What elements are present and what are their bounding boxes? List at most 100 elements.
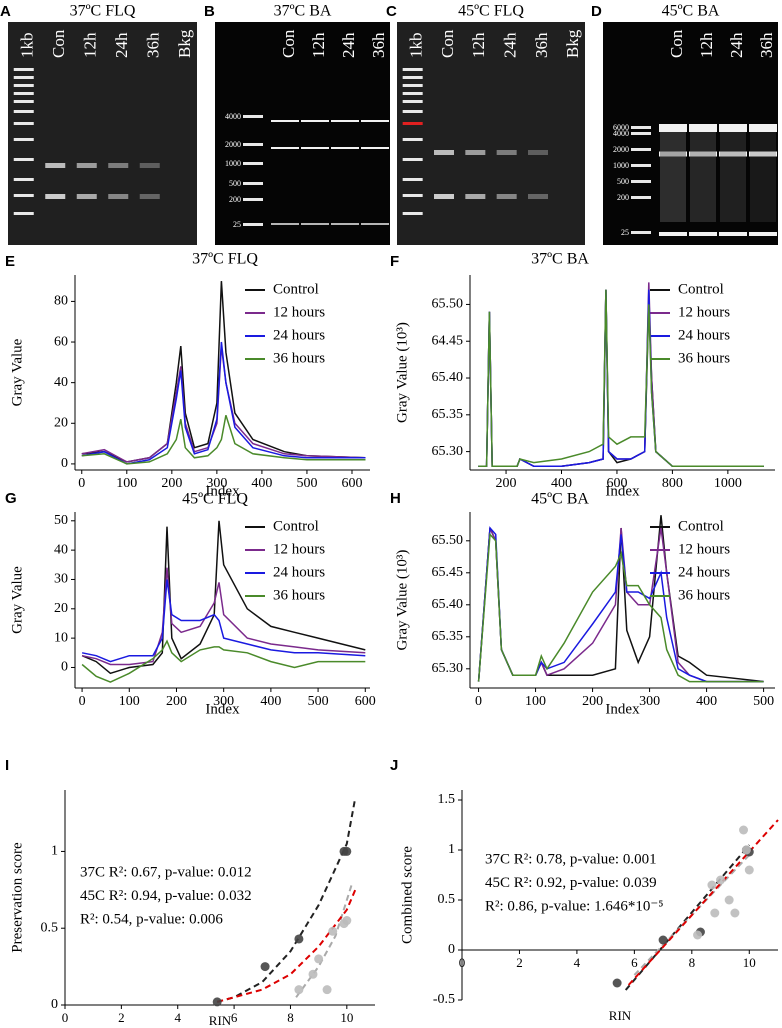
lane-label: 1kb (407, 33, 426, 59)
ladder-band (402, 110, 423, 113)
panel-letter: I (5, 757, 9, 774)
sample-band (331, 120, 359, 122)
gel-image (397, 22, 585, 245)
data-point (328, 926, 338, 936)
lane-label: 12h (81, 32, 100, 58)
legend-label: 12 hours (678, 304, 730, 320)
x-tick-label: 2 (118, 1010, 125, 1025)
y-axis-label: Combined score (399, 846, 415, 944)
data-line (81, 520, 366, 675)
x-tick-label: 400 (260, 694, 281, 709)
ladder-band (402, 194, 423, 197)
annotation: 37C R²: 0.67, p-value: 0.012 (80, 864, 252, 880)
gel-image (8, 22, 197, 245)
panel-letter: F (390, 253, 399, 270)
smear (660, 132, 686, 222)
y-tick-label: 10 (54, 630, 68, 645)
y-tick-label: 0 (448, 942, 455, 957)
data-line (81, 579, 366, 663)
y-tick-label: 0 (61, 660, 68, 675)
gel-title: 45ºC BA (662, 3, 720, 20)
sample-band (465, 194, 486, 199)
x-tick-label: 8 (689, 955, 696, 970)
smear (720, 132, 746, 222)
y-tick-label: 65.30 (432, 661, 464, 676)
data-point (342, 846, 352, 856)
sample-band (719, 232, 747, 236)
x-tick-label: 0 (475, 694, 482, 709)
lane-label: 24h (339, 32, 358, 58)
sample-band (361, 223, 389, 225)
sample-band (139, 194, 160, 199)
chart-title: 37ºC FLQ (192, 251, 258, 268)
sample-band (108, 163, 129, 168)
legend-label: Control (273, 518, 319, 534)
x-tick-label: 400 (551, 476, 572, 491)
ladder-label: 200 (229, 195, 241, 204)
x-tick-label: 0 (79, 694, 86, 709)
ladder-band (13, 138, 34, 141)
lane-label: Con (438, 29, 457, 58)
annotation: 45C R²: 0.94, p-value: 0.032 (80, 888, 252, 904)
sample-band (528, 194, 548, 199)
legend-label: 36 hours (273, 587, 325, 603)
ladder-band (243, 223, 263, 226)
sample-band (76, 163, 97, 168)
sample-band (496, 194, 517, 199)
legend-label: 24 hours (273, 564, 325, 580)
lane-label: 12h (697, 32, 716, 58)
sample-band (689, 232, 717, 236)
y-tick-label: 0 (61, 456, 68, 471)
x-tick-label: 10 (340, 1010, 353, 1025)
panel-letter: G (5, 490, 17, 507)
x-tick-label: 200 (496, 476, 517, 491)
lane-label: 36h (144, 32, 163, 58)
y-tick-label: 50 (54, 513, 68, 528)
y-axis-label: Gray Value (10³) (394, 322, 410, 423)
ladder-band (402, 84, 423, 87)
ladder-band (243, 162, 263, 165)
x-tick-label: 300 (639, 694, 660, 709)
sample-band (139, 163, 160, 168)
x-axis-label: RIN (209, 1013, 232, 1028)
data-line (81, 341, 366, 465)
data-point (212, 997, 222, 1007)
y-tick-label: 65.40 (432, 597, 464, 612)
fit-line (216, 797, 357, 1003)
lane-label: 1kb (18, 33, 37, 59)
y-axis-label: Preservation score (9, 842, 25, 953)
x-axis-label: Index (205, 701, 240, 717)
data-point (314, 954, 324, 964)
x-tick-label: 100 (116, 476, 137, 491)
ladder-band (631, 196, 651, 199)
ladder-band (13, 158, 34, 161)
x-tick-label: 300 (213, 694, 234, 709)
x-tick-label: 0 (78, 476, 85, 491)
x-tick-label: 4 (574, 955, 581, 970)
ladder-band (13, 194, 34, 197)
ladder-label: 500 (229, 179, 241, 188)
legend-label: Control (678, 518, 724, 534)
legend-label: 24 hours (273, 327, 325, 343)
y-tick-label: 40 (54, 375, 68, 390)
legend-label: 24 hours (678, 327, 730, 343)
sample-band (659, 232, 687, 236)
legend-label: 12 hours (273, 304, 325, 320)
data-point (739, 825, 749, 835)
ladder-band (13, 178, 34, 181)
y-axis-label: Gray Value (10³) (394, 550, 410, 651)
y-tick-label: 65.35 (432, 407, 464, 422)
sample-band (689, 124, 717, 132)
ladder-band (402, 68, 423, 71)
panel-letter: C (386, 3, 397, 20)
ladder-band (13, 92, 34, 95)
sample-band (659, 124, 687, 132)
annotation: R²: 0.54, p-value: 0.006 (80, 911, 223, 927)
sample-band (361, 147, 389, 149)
ladder-band (243, 115, 263, 118)
fit-line (624, 844, 751, 991)
x-tick-label: 500 (753, 694, 774, 709)
x-tick-label: 10 (743, 955, 756, 970)
lane-label: Con (279, 29, 298, 58)
